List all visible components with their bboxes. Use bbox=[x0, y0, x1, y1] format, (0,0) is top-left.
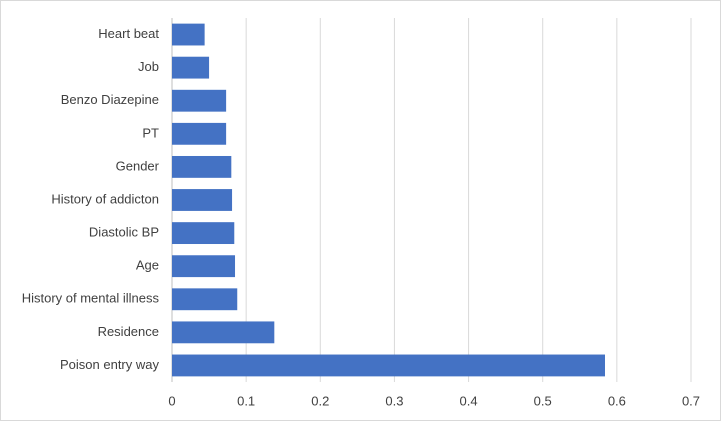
bar bbox=[172, 155, 232, 178]
x-tick-label: 0.6 bbox=[608, 393, 626, 408]
x-tick-label: 0.5 bbox=[534, 393, 552, 408]
y-tick-label: History of addicton bbox=[51, 191, 159, 206]
y-tick-label: Job bbox=[138, 59, 159, 74]
y-tick-label: Age bbox=[136, 258, 159, 273]
x-tick-label: 0.4 bbox=[460, 393, 478, 408]
bar bbox=[172, 222, 235, 245]
y-tick-label: Gender bbox=[116, 158, 160, 173]
y-tick-label: Diastolic BP bbox=[89, 225, 159, 240]
bar bbox=[172, 321, 275, 344]
bar bbox=[172, 288, 238, 311]
bar bbox=[172, 255, 236, 278]
bar bbox=[172, 23, 205, 46]
y-tick-label: Heart beat bbox=[98, 26, 159, 41]
x-tick-label: 0 bbox=[168, 393, 175, 408]
bar bbox=[172, 89, 227, 112]
x-tick-label: 0.7 bbox=[682, 393, 700, 408]
x-tick-label: 0.3 bbox=[385, 393, 403, 408]
y-tick-label: Residence bbox=[98, 324, 159, 339]
x-tick-label: 0.1 bbox=[237, 393, 255, 408]
bar bbox=[172, 189, 233, 211]
y-tick-label: PT bbox=[142, 125, 159, 140]
bar bbox=[172, 354, 605, 377]
bar bbox=[172, 56, 210, 79]
x-tick-label: 0.2 bbox=[311, 393, 329, 408]
y-tick-label: Poison entry way bbox=[60, 357, 159, 372]
bar bbox=[172, 122, 227, 145]
y-tick-label: History of mental illness bbox=[22, 291, 160, 306]
y-tick-label: Benzo Diazepine bbox=[61, 92, 159, 107]
